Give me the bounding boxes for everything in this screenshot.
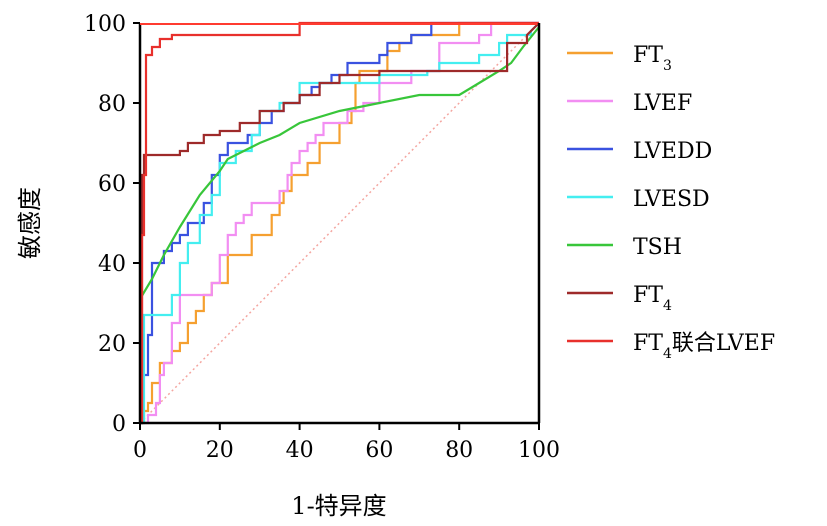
legend-label: FT3 [633, 43, 672, 74]
series-line-ft4-5 [140, 22, 540, 425]
series-line-tsh-4 [139, 26, 540, 300]
x-ticks: 0 20 40 60 80 100 [133, 423, 560, 463]
y-tick-label: 60 [98, 172, 126, 197]
x-tick-label: 60 [365, 438, 393, 463]
y-tick-label: 100 [84, 12, 126, 37]
plot-lines [139, 21, 540, 425]
x-tick-label: 0 [133, 438, 147, 463]
y-ticks: 0 20 40 60 80 100 [84, 12, 140, 437]
x-axis-title: 1-特异度 [291, 492, 386, 520]
series-line-ft4-lvef-6 [140, 21, 539, 425]
legend-label: TSH [633, 235, 682, 260]
legend: FT3 LVEF LVEDD LVESD TSH FT4 FT4联合LVEF [567, 43, 775, 362]
x-tick-label: 100 [518, 438, 560, 463]
y-tick-label: 20 [98, 332, 126, 357]
x-tick-label: 20 [206, 438, 234, 463]
legend-label: LVEF [633, 91, 692, 116]
legend-label: FT4 [633, 283, 672, 314]
x-tick-label: 40 [286, 438, 314, 463]
series-line-lvef-1 [140, 21, 539, 425]
legend-label: LVEDD [633, 139, 712, 164]
y-axis-title: 敏感度 [16, 187, 44, 259]
legend-label: FT4联合LVEF [633, 331, 775, 362]
axes [138, 23, 541, 425]
y-tick-label: 40 [98, 252, 126, 277]
x-tick-label: 80 [445, 438, 473, 463]
y-tick-label: 80 [98, 92, 126, 117]
reference-diagonal-line [139, 22, 540, 424]
legend-label: LVESD [633, 187, 710, 212]
y-tick-label: 0 [112, 412, 126, 437]
